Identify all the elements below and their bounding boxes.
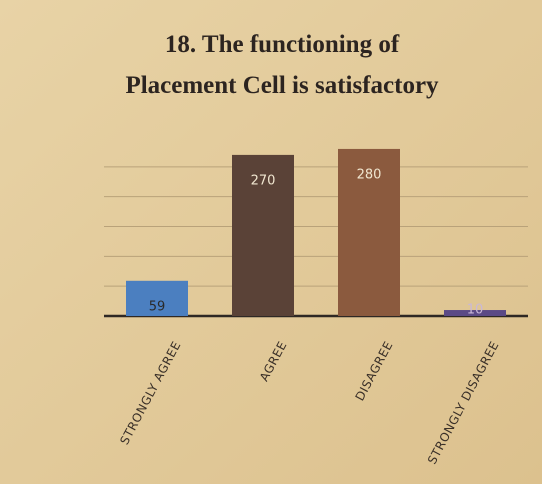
- bar: [338, 148, 400, 316]
- bar: [444, 310, 506, 316]
- chart-title: 18. The functioning of: [165, 31, 400, 58]
- bar: [232, 154, 294, 316]
- data-label: 280: [357, 167, 382, 182]
- chart-title: Placement Cell is satisfactory: [125, 72, 439, 99]
- data-label: 270: [251, 173, 276, 188]
- data-label: 10: [467, 303, 484, 318]
- bar: [126, 280, 188, 316]
- data-label: 59: [149, 299, 166, 314]
